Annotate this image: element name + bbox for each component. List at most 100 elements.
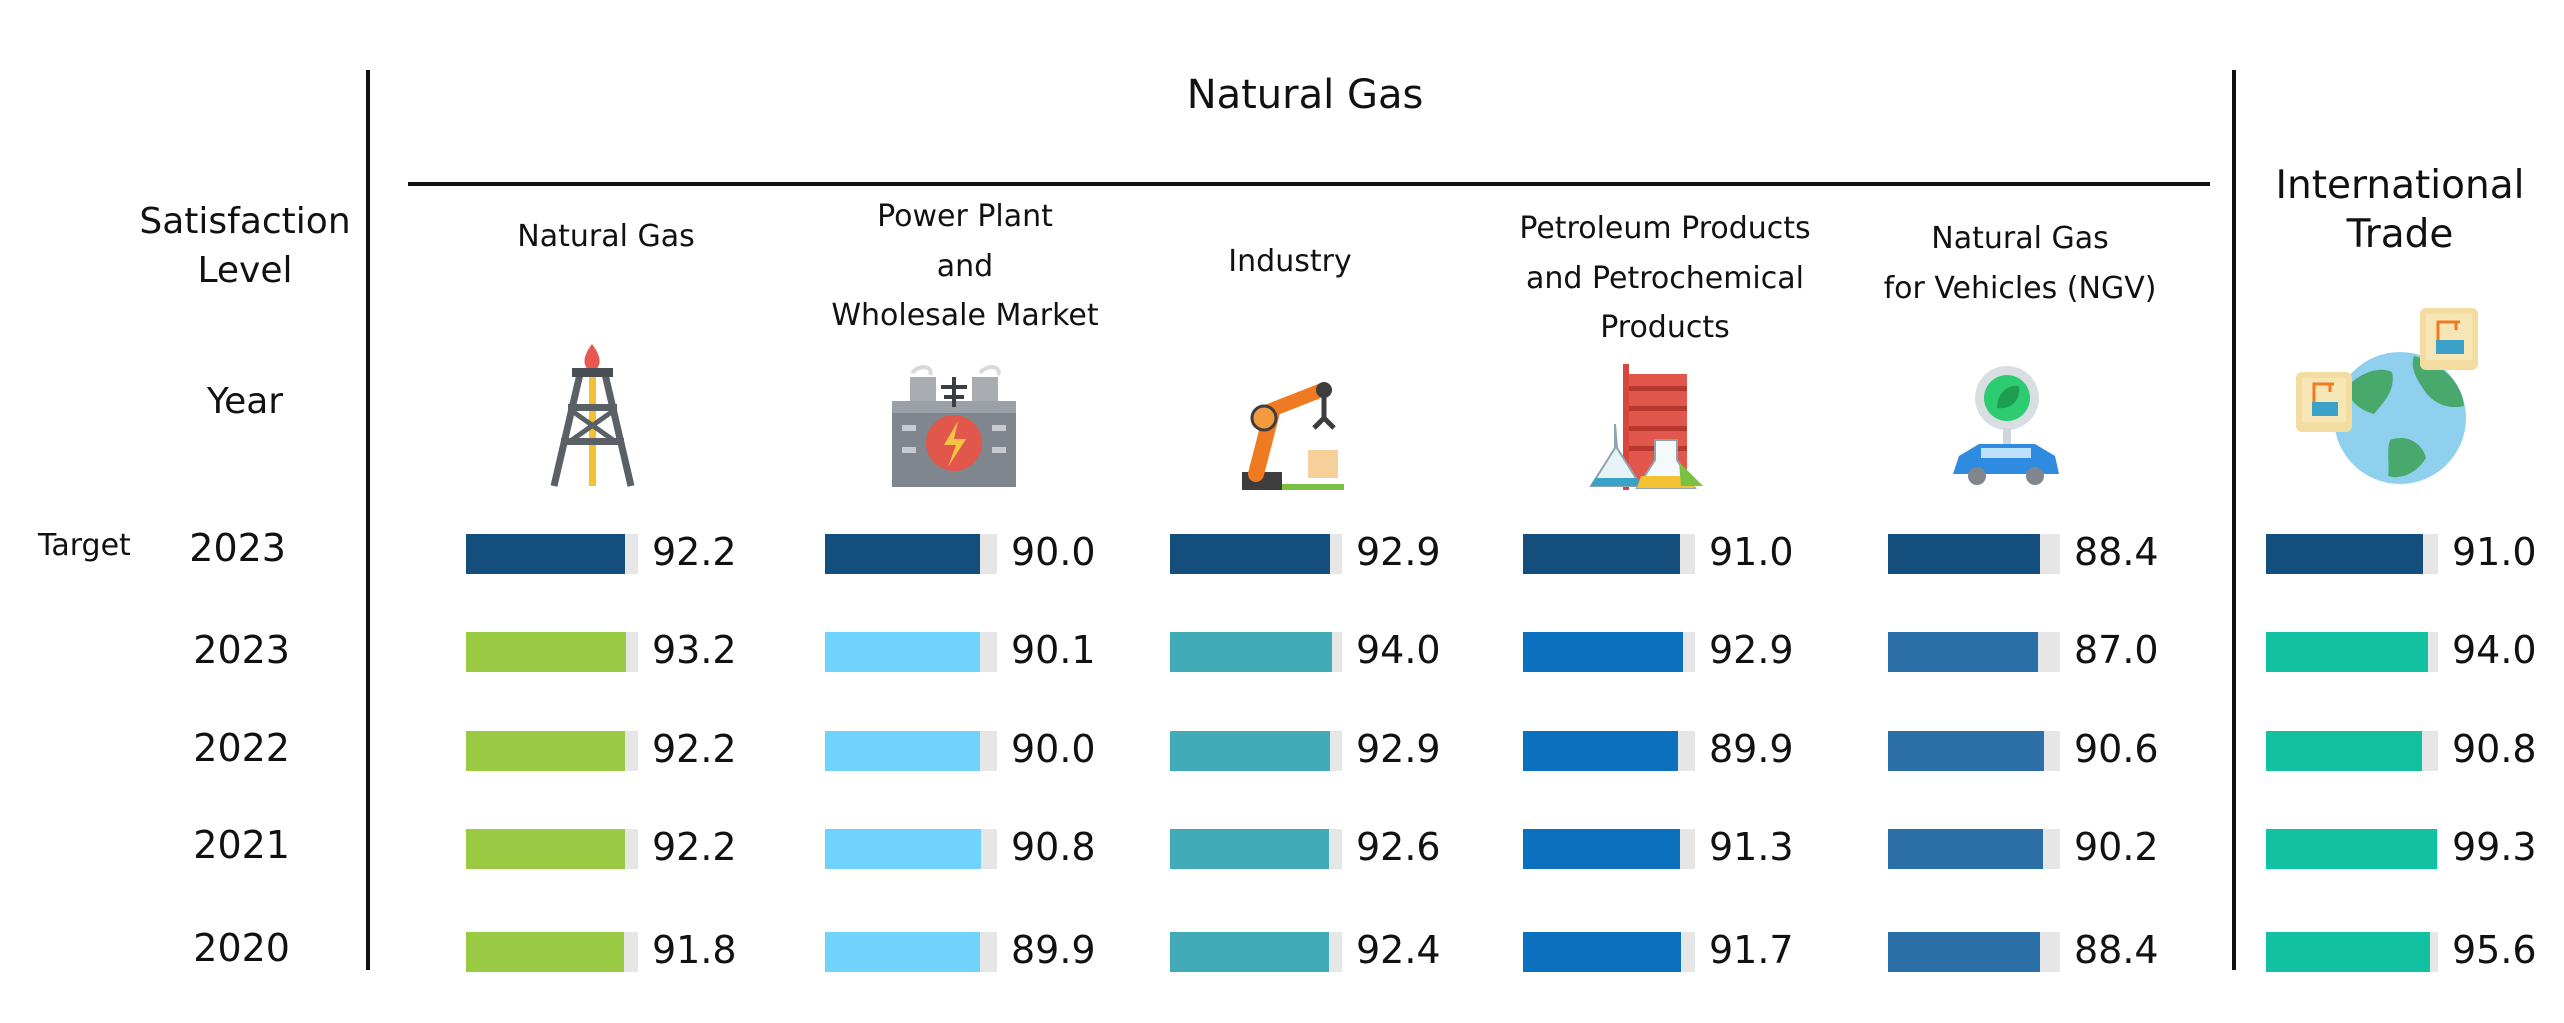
year-label: 2020 bbox=[193, 926, 290, 970]
bar bbox=[1523, 534, 1680, 574]
bar-track bbox=[466, 932, 638, 972]
bar-track bbox=[466, 534, 638, 574]
bar-track bbox=[1523, 632, 1695, 672]
bar-track bbox=[1170, 731, 1342, 771]
bar-track bbox=[1523, 534, 1695, 574]
category-label-power-plant: Power Plant and Wholesale Market bbox=[785, 192, 1145, 341]
category-label-line: Wholesale Market bbox=[831, 298, 1099, 333]
year-label: 2022 bbox=[193, 726, 290, 770]
bar-track bbox=[825, 731, 997, 771]
bar bbox=[1888, 932, 2041, 972]
year-label: 2021 bbox=[193, 823, 290, 867]
row-header-line-2: Level bbox=[197, 249, 293, 291]
value-label: 88.4 bbox=[2074, 928, 2159, 972]
value-label: 92.6 bbox=[1356, 825, 1441, 869]
value-label: 93.2 bbox=[652, 628, 737, 672]
value-label: 89.9 bbox=[1011, 928, 1096, 972]
bar-track bbox=[825, 632, 997, 672]
international-title-line-2: Trade bbox=[2346, 211, 2454, 257]
bar bbox=[1170, 829, 1330, 869]
bar bbox=[2266, 534, 2423, 574]
bar-track bbox=[1888, 534, 2060, 574]
bar bbox=[2266, 829, 2437, 869]
globe-trade-icon bbox=[2296, 308, 2478, 484]
bar-track bbox=[2266, 534, 2438, 574]
year-header: Year bbox=[206, 381, 284, 422]
value-label: 87.0 bbox=[2074, 628, 2159, 672]
bar bbox=[466, 829, 625, 869]
bar bbox=[1523, 829, 1681, 869]
value-label: 91.8 bbox=[652, 928, 737, 972]
bar bbox=[466, 932, 624, 972]
category-label-line: Products bbox=[1600, 310, 1730, 345]
bar bbox=[2266, 632, 2428, 672]
value-label: 91.7 bbox=[1709, 928, 1794, 972]
category-label-line: and Petrochemical bbox=[1526, 260, 1804, 296]
value-label: 92.4 bbox=[1356, 928, 1441, 972]
bar-track bbox=[825, 829, 997, 869]
bar bbox=[1888, 534, 2041, 574]
value-label: 94.0 bbox=[1356, 628, 1441, 672]
right-divider bbox=[2232, 70, 2236, 970]
value-label: 90.8 bbox=[2452, 727, 2537, 771]
bar-track bbox=[2266, 829, 2438, 869]
value-label: 90.0 bbox=[1011, 727, 1096, 771]
category-label-line: Power Plant bbox=[877, 199, 1053, 234]
international-title-line-1: International bbox=[2275, 163, 2525, 208]
bar-track bbox=[1523, 731, 1695, 771]
value-label: 92.9 bbox=[1709, 628, 1794, 672]
category-label-line: Petroleum Products bbox=[1519, 211, 1811, 246]
value-label: 89.9 bbox=[1709, 727, 1794, 771]
category-label-ngv: Natural Gas for Vehicles (NGV) bbox=[1840, 214, 2200, 313]
bar bbox=[1170, 534, 1330, 574]
bar bbox=[825, 534, 980, 574]
bar-track bbox=[825, 534, 997, 574]
bar-track bbox=[2266, 932, 2438, 972]
value-label: 90.6 bbox=[2074, 727, 2159, 771]
bar-track bbox=[1888, 932, 2060, 972]
value-label: 91.0 bbox=[2452, 530, 2537, 574]
value-label: 92.2 bbox=[652, 530, 737, 574]
group-title: Natural Gas bbox=[1186, 72, 1424, 118]
bar-track bbox=[825, 932, 997, 972]
bar bbox=[825, 731, 980, 771]
gas-rig-icon bbox=[550, 344, 635, 487]
value-label: 99.3 bbox=[2452, 825, 2537, 869]
category-label-line: Natural Gas bbox=[517, 219, 695, 254]
bar-track bbox=[1170, 932, 1342, 972]
category-label-line: and bbox=[936, 248, 994, 284]
value-label: 91.0 bbox=[1709, 530, 1794, 574]
bar bbox=[2266, 932, 2431, 972]
value-label: 90.1 bbox=[1011, 628, 1096, 672]
bar-track bbox=[466, 829, 638, 869]
bar bbox=[1888, 829, 2044, 869]
bar bbox=[1170, 731, 1330, 771]
bar bbox=[466, 534, 625, 574]
year-label: 2023 bbox=[189, 526, 286, 570]
bar-track bbox=[1888, 829, 2060, 869]
ngv-car-icon bbox=[1953, 366, 2059, 485]
group-underline bbox=[408, 182, 2210, 186]
value-label: 94.0 bbox=[2452, 628, 2537, 672]
bar bbox=[1170, 932, 1329, 972]
bar bbox=[825, 932, 980, 972]
bar-track bbox=[1523, 829, 1695, 869]
bar bbox=[1523, 731, 1678, 771]
value-label: 90.2 bbox=[2074, 825, 2159, 869]
year-label: 2023 bbox=[193, 628, 290, 672]
bar bbox=[1888, 731, 2044, 771]
bar bbox=[1523, 632, 1683, 672]
refinery-flask-icon bbox=[1589, 364, 1703, 490]
value-label: 90.8 bbox=[1011, 825, 1096, 869]
bar-track bbox=[1523, 932, 1695, 972]
international-title: International Trade bbox=[2250, 162, 2550, 260]
bar bbox=[825, 829, 982, 869]
category-label-petroleum: Petroleum Products and Petrochemical Pro… bbox=[1475, 204, 1855, 353]
bar bbox=[466, 632, 627, 672]
bar bbox=[466, 731, 625, 771]
bar bbox=[1170, 632, 1332, 672]
value-label: 92.9 bbox=[1356, 530, 1441, 574]
robot-arm-icon bbox=[1242, 382, 1344, 490]
bar bbox=[825, 632, 980, 672]
value-label: 91.3 bbox=[1709, 825, 1794, 869]
